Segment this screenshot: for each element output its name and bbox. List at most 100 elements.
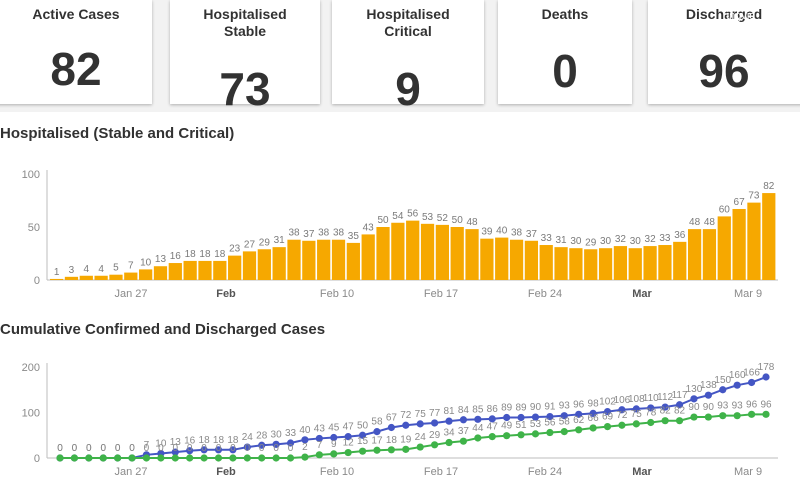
confirmed-point-label: 40 — [299, 425, 311, 436]
discharged-point-label: 0 — [158, 443, 164, 454]
line-y-tick-label: 100 — [22, 408, 40, 420]
confirmed-point — [387, 423, 395, 432]
confirmed-point-label: 0 — [129, 443, 135, 454]
bar — [539, 245, 553, 280]
discharged-point — [99, 454, 107, 462]
confirmed-point — [402, 421, 410, 429]
discharged-point-label: 0 — [115, 443, 121, 454]
confirmed-point-label: 86 — [487, 404, 499, 415]
discharged-card[interactable]: Discharged 96 — [648, 0, 800, 104]
confirmed-point-label: 45 — [328, 423, 340, 434]
discharged-point-label: 15 — [357, 436, 369, 447]
hospitalised-chart-title: Hospitalised (Stable and Critical) — [0, 125, 235, 142]
discharged-point — [416, 443, 424, 451]
bar — [524, 240, 539, 280]
discharged-point — [56, 454, 64, 462]
confirmed-point-label: 89 — [515, 403, 527, 414]
confirmed-point — [431, 419, 439, 427]
active-cases-card[interactable]: Active Cases 82 — [0, 0, 152, 104]
discharged-point — [142, 454, 151, 462]
discharged-point — [675, 417, 684, 425]
confirmed-point-label: 47 — [343, 422, 355, 433]
discharged-point — [200, 454, 208, 462]
discharged-point-label: 0 — [86, 443, 92, 454]
discharged-point — [171, 454, 179, 462]
discharged-point-label: 82 — [660, 406, 672, 417]
discharged-point — [301, 453, 309, 461]
bar — [242, 251, 257, 280]
discharged-point-label: 0 — [172, 443, 178, 454]
bar — [139, 269, 153, 280]
bar-value-label: 5 — [113, 263, 119, 274]
hospitalised-stable-card[interactable]: Hospitalised Stable 73 — [170, 0, 320, 112]
confirmed-point — [171, 448, 179, 456]
confirmed-point-label: 18 — [213, 435, 225, 446]
confirmed-point-label: 0 — [100, 443, 106, 454]
discharged-point — [402, 445, 410, 453]
confirmed-point-label: 108 — [628, 394, 645, 405]
hospitalised-stable-label: Hospitalised Stable — [203, 6, 287, 39]
confirmed-point — [301, 436, 309, 444]
bar — [584, 249, 598, 280]
confirmed-point — [589, 409, 597, 418]
confirmed-point-label: 77 — [429, 408, 441, 419]
discharged-point — [286, 454, 295, 462]
bar-value-label: 30 — [600, 236, 612, 247]
confirmed-point — [358, 431, 367, 439]
bar-y-tick-label: 0 — [34, 275, 40, 287]
bar-value-label: 18 — [214, 249, 226, 260]
discharged-point — [603, 423, 612, 431]
confirmed-point — [517, 413, 525, 422]
confirmed-point-label: 0 — [72, 443, 78, 454]
bar-value-label: 39 — [481, 227, 493, 238]
confirmed-point — [186, 447, 194, 455]
discharged-point-label: 51 — [515, 420, 527, 431]
bar — [331, 239, 346, 280]
discharged-point-label: 7 — [317, 440, 323, 451]
bar-value-label: 37 — [526, 229, 538, 240]
active-cases-label: Active Cases — [32, 6, 120, 22]
discharged-point-label: 0 — [72, 443, 78, 454]
confirmed-point-label: 96 — [573, 399, 585, 410]
deaths-card[interactable]: Deaths 0 — [498, 0, 632, 104]
bar — [450, 227, 464, 280]
bar-value-label: 32 — [615, 234, 627, 245]
confirmed-point — [531, 413, 540, 421]
discharged-point-label: 0 — [288, 443, 294, 454]
confirmed-point-label: 98 — [588, 398, 600, 409]
bar-value-label: 48 — [704, 217, 716, 228]
discharged-point-label: 0 — [216, 443, 222, 454]
hospitalised-critical-card[interactable]: Hospitalised Critical 9 — [332, 0, 484, 112]
discharged-point — [632, 420, 640, 428]
bar — [198, 260, 212, 280]
bar-value-label: 40 — [496, 226, 508, 237]
confirmed-point-label: 43 — [314, 423, 326, 434]
confirmed-point-label: 112 — [657, 392, 673, 403]
discharged-point — [474, 434, 482, 442]
deaths-value: 0 — [552, 45, 578, 97]
bar-value-label: 50 — [377, 215, 389, 226]
bar-value-label: 29 — [259, 237, 271, 248]
confirmed-point — [416, 420, 424, 428]
bar-value-label: 13 — [155, 254, 167, 265]
bar — [613, 246, 628, 280]
discharged-point-label: 75 — [631, 409, 643, 420]
bar — [109, 274, 123, 280]
bar-value-label: 37 — [303, 229, 315, 240]
confirmed-point — [704, 391, 712, 399]
confirmed-point — [575, 410, 583, 418]
bar — [79, 275, 93, 280]
confirmed-point-label: 178 — [758, 362, 775, 373]
discharged-point — [747, 410, 756, 418]
confirmed-point-label: 72 — [400, 410, 412, 421]
confirmed-point — [445, 417, 453, 425]
discharged-point — [488, 433, 496, 441]
bar-value-label: 38 — [318, 228, 330, 239]
bar-x-tick-label: Jan 27 — [114, 288, 147, 300]
bar — [406, 220, 420, 280]
bar — [183, 260, 197, 280]
line-x-tick-label: Feb — [216, 466, 236, 478]
bar-value-label: 4 — [84, 264, 90, 275]
bar-y-tick-label: 50 — [28, 222, 40, 234]
bar-value-label: 18 — [185, 249, 197, 260]
